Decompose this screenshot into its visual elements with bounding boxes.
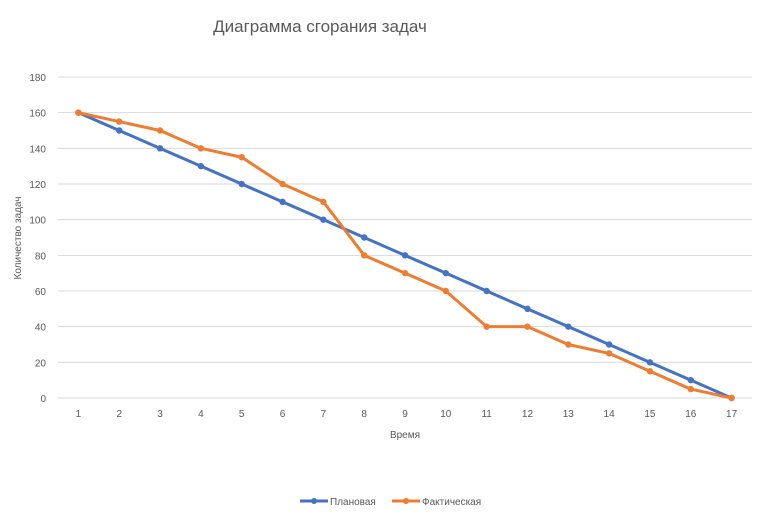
data-point <box>360 234 368 241</box>
x-tick-label: 13 <box>563 409 575 420</box>
data-point <box>320 216 327 223</box>
data-point <box>75 109 82 116</box>
x-tick-label: 12 <box>522 409 534 420</box>
data-point <box>320 198 327 206</box>
x-tick-labels: 1 2 3 4 5 6 7 8 9 10 11 12 13 14 15 16 17 <box>76 409 738 420</box>
x-tick-label: 4 <box>198 409 204 420</box>
data-point <box>646 359 654 366</box>
data-point <box>197 145 205 152</box>
y-axis-label: Количество задач <box>13 196 24 279</box>
legend: Плановая Фактическая <box>300 497 481 508</box>
legend-label: Плановая <box>330 497 376 508</box>
data-point <box>483 323 490 330</box>
x-tick-label: 6 <box>280 409 286 420</box>
x-tick-label: 14 <box>604 409 616 420</box>
y-tick-label: 80 <box>35 251 47 262</box>
data-point <box>483 287 490 295</box>
y-tick-label: 120 <box>29 180 46 191</box>
data-point <box>197 162 205 170</box>
data-point <box>646 368 654 375</box>
legend-item: Фактическая <box>392 497 481 508</box>
y-tick-label: 160 <box>29 109 46 120</box>
data-point <box>238 154 245 161</box>
x-tick-label: 11 <box>481 409 492 420</box>
data-point <box>442 287 450 295</box>
legend-item: Плановая <box>300 497 376 508</box>
y-tick-label: 40 <box>35 323 47 334</box>
x-tick-label: 3 <box>157 409 163 420</box>
legend-label: Фактическая <box>422 497 481 508</box>
data-point <box>401 252 409 259</box>
y-tick-label: 60 <box>35 287 47 298</box>
data-point <box>687 376 694 384</box>
data-point <box>442 269 450 277</box>
y-tick-labels: 0 20 40 60 80 100 120 140 160 180 <box>29 73 46 405</box>
legend-marker <box>311 498 317 504</box>
y-tick-label: 140 <box>29 144 46 155</box>
data-point <box>687 385 694 393</box>
data-point <box>728 394 735 402</box>
data-point <box>524 323 531 330</box>
x-tick-label: 16 <box>685 409 697 420</box>
data-point <box>116 118 123 125</box>
x-tick-label: 7 <box>321 409 327 420</box>
x-tick-label: 5 <box>239 409 245 420</box>
x-tick-label: 17 <box>726 409 738 420</box>
x-tick-label: 10 <box>440 409 452 420</box>
x-tick-label: 2 <box>116 409 122 420</box>
data-point <box>238 180 245 188</box>
data-point <box>156 127 164 134</box>
y-tick-label: 180 <box>29 73 46 84</box>
x-tick-label: 1 <box>76 409 82 420</box>
x-tick-label: 8 <box>361 409 367 420</box>
data-point <box>116 127 123 134</box>
series <box>75 109 735 402</box>
data-point <box>279 180 286 188</box>
y-tick-label: 0 <box>40 394 46 405</box>
data-point <box>401 269 409 277</box>
data-point <box>605 350 613 357</box>
x-axis-label: Время <box>390 430 420 441</box>
x-tick-label: 9 <box>402 409 408 420</box>
data-point <box>156 145 164 152</box>
gridlines <box>58 76 752 399</box>
series-2 <box>75 109 735 402</box>
y-tick-label: 100 <box>29 216 46 227</box>
data-point <box>605 341 613 348</box>
data-point <box>279 198 286 206</box>
data-point <box>360 252 368 259</box>
data-point <box>565 341 572 348</box>
x-tick-label: 15 <box>644 409 656 420</box>
legend-marker <box>403 498 409 504</box>
chart-title: Диаграмма сгорания задач <box>213 17 427 36</box>
y-tick-label: 20 <box>35 358 47 369</box>
data-point <box>524 305 531 313</box>
data-point <box>565 323 572 330</box>
